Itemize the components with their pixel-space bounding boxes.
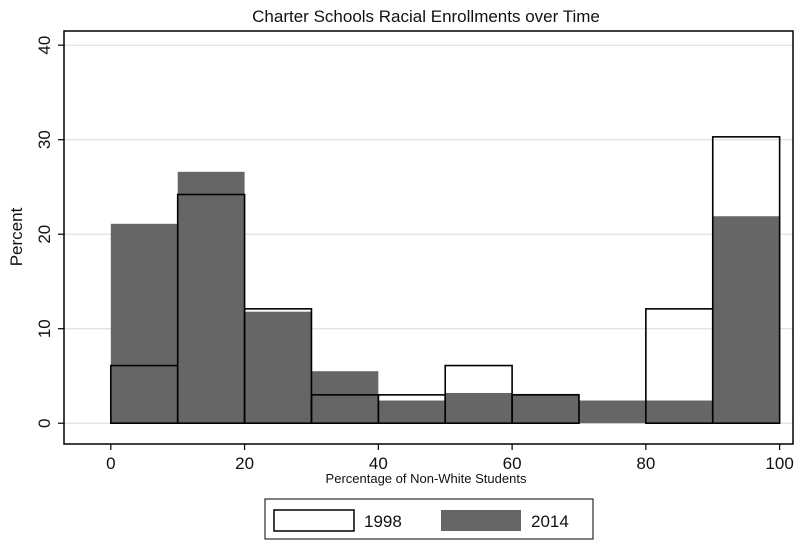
x-axis-ticks: 0 20 40 60 80 100	[106, 444, 794, 473]
legend: 1998 2014	[264, 498, 594, 540]
series-2014-bars	[110, 171, 780, 424]
legend-label-2014: 2014	[531, 512, 569, 531]
y-axis-label: Percent	[7, 207, 26, 266]
bar-1998-bin-6	[511, 394, 580, 425]
x-tick-label-20: 20	[235, 454, 254, 473]
y-tick-label-20: 20	[35, 225, 54, 244]
bar-2014-bin-9	[712, 216, 780, 424]
x-axis-label: Percentage of Non-White Students	[326, 471, 527, 486]
bar-2014-bin-2	[244, 311, 312, 424]
bar-2014-bin-8	[645, 400, 713, 424]
bar-2014-bin-4	[378, 400, 446, 424]
x-tick-label-80: 80	[636, 454, 655, 473]
bar-2014-bin-3	[311, 371, 379, 424]
x-tick-label-40: 40	[369, 454, 388, 473]
legend-swatch-2014	[441, 510, 521, 531]
x-tick-label-100: 100	[765, 454, 793, 473]
y-tick-label-40: 40	[35, 36, 54, 55]
series-1998-bars	[110, 136, 781, 425]
y-tick-label-10: 10	[35, 319, 54, 338]
y-tick-label-0: 0	[35, 418, 54, 427]
bar-2014-bin-1	[177, 171, 245, 424]
legend-label-1998: 1998	[364, 512, 402, 531]
plot-area-frame	[63, 30, 794, 445]
bar-1998-bin-9	[711, 136, 781, 425]
y-tick-label-30: 30	[35, 130, 54, 149]
legend-swatch-1998	[273, 509, 355, 532]
y-axis-ticks: 0 10 20 30 40	[35, 36, 64, 428]
bar-1998-bin-2	[243, 308, 313, 425]
bar-2014-bin-6	[512, 393, 579, 424]
x-tick-label-0: 0	[106, 454, 115, 473]
bar-2014-bin-7	[578, 400, 646, 424]
bar-2014-bin-0	[110, 223, 178, 424]
chart-title: Charter Schools Racial Enrollments over …	[252, 7, 600, 26]
bar-2014-bin-5	[445, 392, 513, 424]
x-tick-label-60: 60	[503, 454, 522, 473]
